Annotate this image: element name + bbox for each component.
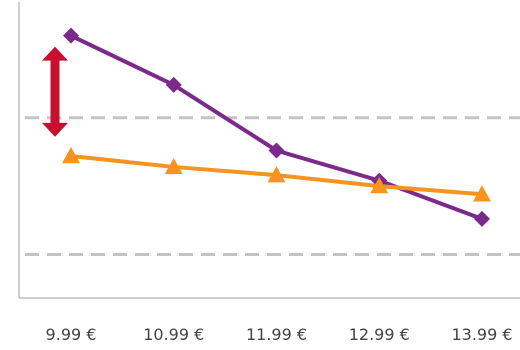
annotation-arrow-head-top [42, 46, 68, 61]
series-1-point-3 [370, 177, 389, 194]
x-tick-labels: 9.99 € 10.99 € 11.99 € 12.99 € 13.99 € [46, 325, 513, 344]
x-tick-label-1: 10.99 € [143, 325, 204, 344]
annotation-group [42, 46, 68, 137]
annotation-arrow-head-bottom [42, 122, 68, 137]
series-1-point-2 [267, 166, 286, 183]
series-1-point-0 [62, 147, 80, 164]
series-0-point-1 [165, 76, 182, 93]
series-1-point-1 [164, 157, 183, 175]
x-tick-label-2: 11.99 € [246, 325, 307, 344]
series-1-point-4 [473, 185, 491, 202]
series-0-point-2 [268, 142, 285, 159]
x-tick-label-0: 9.99 € [46, 325, 97, 344]
series-0-point-0 [63, 27, 79, 44]
series-0-line [70, 33, 483, 221]
x-tick-label-4: 13.99 € [451, 325, 512, 344]
series-group [62, 27, 491, 227]
reference-lines [25, 116, 520, 256]
series-0-point-4 [474, 210, 490, 227]
x-tick-label-3: 12.99 € [349, 325, 410, 344]
